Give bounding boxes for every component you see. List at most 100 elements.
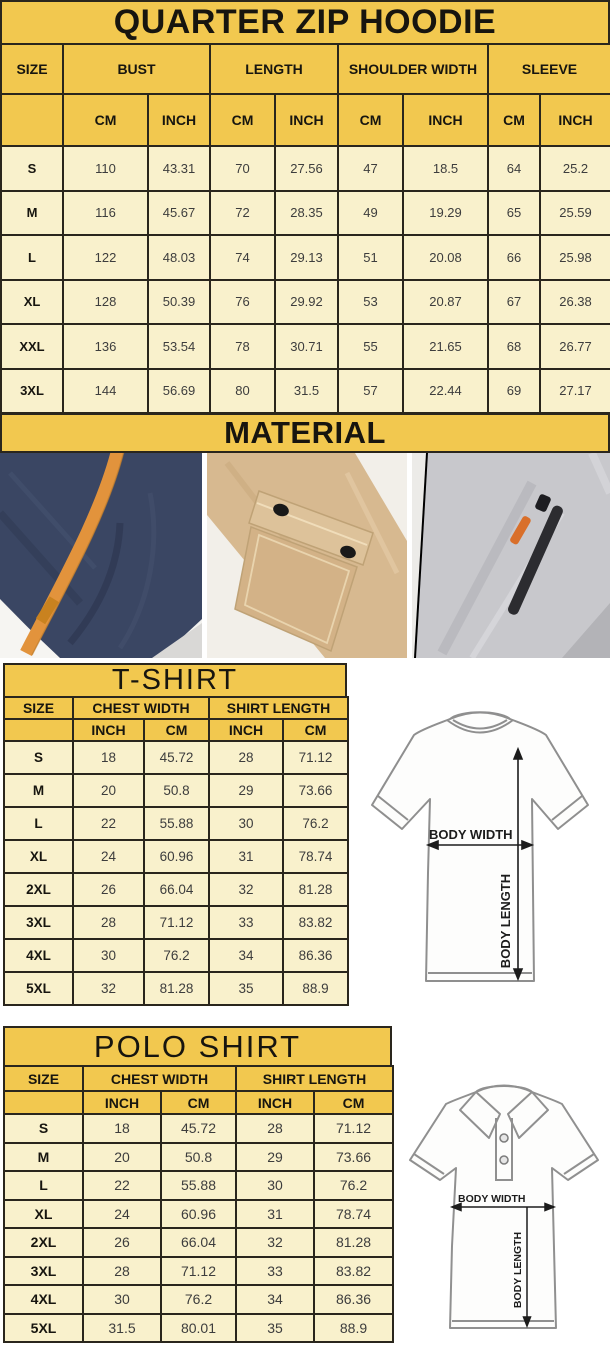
value-cell: 73.66 [312,1141,395,1172]
orange-drawstring [20,453,124,656]
body-width-label: BODY WIDTH [429,827,513,842]
value-cell: 30 [235,1170,315,1201]
value-cell: 45.72 [160,1113,237,1144]
value-cell: 29 [235,1141,315,1172]
tshirt-size-table: SIZE CHEST WIDTH SHIRT LENGTH INCH CM IN… [3,696,350,1006]
unit-header: CM [62,93,149,147]
unit-header: INCH [539,93,610,147]
value-cell: 31.5 [82,1312,162,1343]
value-cell: 73.66 [281,773,350,808]
polo-outline-icon: BODY WIDTH BODY LENGTH [409,1084,599,1329]
size-cell: L [3,806,74,841]
value-cell: 80 [209,367,276,414]
value-cell: 26.77 [539,323,610,370]
value-cell: 32 [235,1227,315,1258]
value-cell: 29.92 [274,278,339,325]
tshirt-table-body: S 18 45.72 28 71.12 M 20 50.8 29 73.66 L 22 55.88 30 7… [3,740,350,1006]
value-cell: 53 [337,278,404,325]
unit-header: CM [209,93,276,147]
value-cell: 55 [337,323,404,370]
value-cell: 116 [62,189,149,236]
table-row: XL 24 60.96 31 78.74 [3,1198,395,1229]
value-cell: 24 [72,839,145,874]
material-photo-strip [0,453,610,658]
value-cell: 30 [208,806,284,841]
value-cell: 67 [487,278,542,325]
table-row: M 20 50.8 29 73.66 [3,1141,395,1172]
tshirt-title: T-SHIRT [3,663,347,698]
size-cell: 4XL [3,1284,84,1315]
value-cell: 30.71 [274,323,339,370]
body-width-label: BODY WIDTH [458,1193,525,1205]
value-cell: 66 [487,234,542,281]
value-cell: 50.39 [147,278,211,325]
value-cell: 51 [337,234,404,281]
value-cell: 45.67 [147,189,211,236]
group-header-row: SIZE CHEST WIDTH SHIRT LENGTH [3,696,350,720]
size-cell: 5XL [3,1312,84,1343]
value-cell: 71.12 [143,905,210,940]
unit-header-row: CM INCH CM INCH CM INCH CM INCH [0,93,610,147]
table-row: 4XL 30 76.2 34 86.36 [3,938,350,973]
size-cell: 3XL [3,1255,84,1286]
table-row: L 22 55.88 30 76.2 [3,1170,395,1201]
table-row: S 110 43.31 70 27.56 47 18.5 64 25.2 [0,145,610,192]
group-header-row: SIZE BUST LENGTH SHOULDER WIDTH SLEEVE [0,43,610,95]
table-row: 2XL 26 66.04 32 81.28 [3,1227,395,1258]
unit-header: INCH [401,93,490,147]
value-cell: 78.74 [281,839,350,874]
tshirt-outline-icon: BODY WIDTH BODY LENGTH [371,711,589,982]
body-length-label: BODY LENGTH [498,874,513,968]
value-cell: 76.2 [281,806,350,841]
table-row: XL 24 60.96 31 78.74 [3,839,350,874]
value-cell: 76.2 [160,1284,237,1315]
size-cell: 2XL [3,1227,84,1258]
value-cell: 66.04 [143,872,210,907]
navy-fabric-image [0,453,202,658]
group-header-bust: BUST [62,43,211,95]
value-cell: 81.28 [143,971,210,1006]
value-cell: 55.88 [143,806,210,841]
value-cell: 50.8 [143,773,210,808]
zipper-pull [510,516,531,545]
size-header: SIZE [3,696,74,720]
size-cell: 4XL [3,938,74,973]
value-cell: 110 [62,145,149,192]
table-row: 3XL 28 71.12 33 83.82 [3,1255,395,1286]
group-header-chest: CHEST WIDTH [72,696,210,720]
value-cell: 18 [72,740,145,775]
empty-cell [3,1090,84,1115]
value-cell: 33 [208,905,284,940]
value-cell: 53.54 [147,323,211,370]
unit-header: INCH [208,718,284,742]
value-cell: 71.12 [160,1255,237,1286]
group-header-shoulder: SHOULDER WIDTH [336,43,490,95]
value-cell: 18.5 [401,145,490,192]
polo-table-head: SIZE CHEST WIDTH SHIRT LENGTH INCH CM IN… [3,1065,395,1115]
empty-cell [3,718,74,742]
value-cell: 21.65 [401,323,490,370]
value-cell: 122 [62,234,149,281]
value-cell: 28 [82,1255,162,1286]
unit-header: CM [487,93,542,147]
value-cell: 81.28 [312,1227,395,1258]
polo-size-section: POLO SHIRT SIZE CHEST WIDTH SHIRT LENGTH… [3,1026,395,1343]
unit-header-row: INCH CM INCH CM [3,718,350,742]
value-cell: 43.31 [147,145,211,192]
table-row: M 20 50.8 29 73.66 [3,773,350,808]
tshirt-table-head: SIZE CHEST WIDTH SHIRT LENGTH INCH CM IN… [3,696,350,742]
value-cell: 60.96 [143,839,210,874]
unit-header: CM [143,718,210,742]
value-cell: 69 [487,367,542,414]
unit-header: CM [281,718,350,742]
size-header: SIZE [0,43,64,95]
value-cell: 27.17 [539,367,610,414]
pocket-body [234,525,358,653]
value-cell: 47 [337,145,404,192]
value-cell: 30 [82,1284,162,1315]
value-cell: 50.8 [160,1141,237,1172]
value-cell: 20.87 [401,278,490,325]
value-cell: 20.08 [401,234,490,281]
value-cell: 86.36 [312,1284,395,1315]
